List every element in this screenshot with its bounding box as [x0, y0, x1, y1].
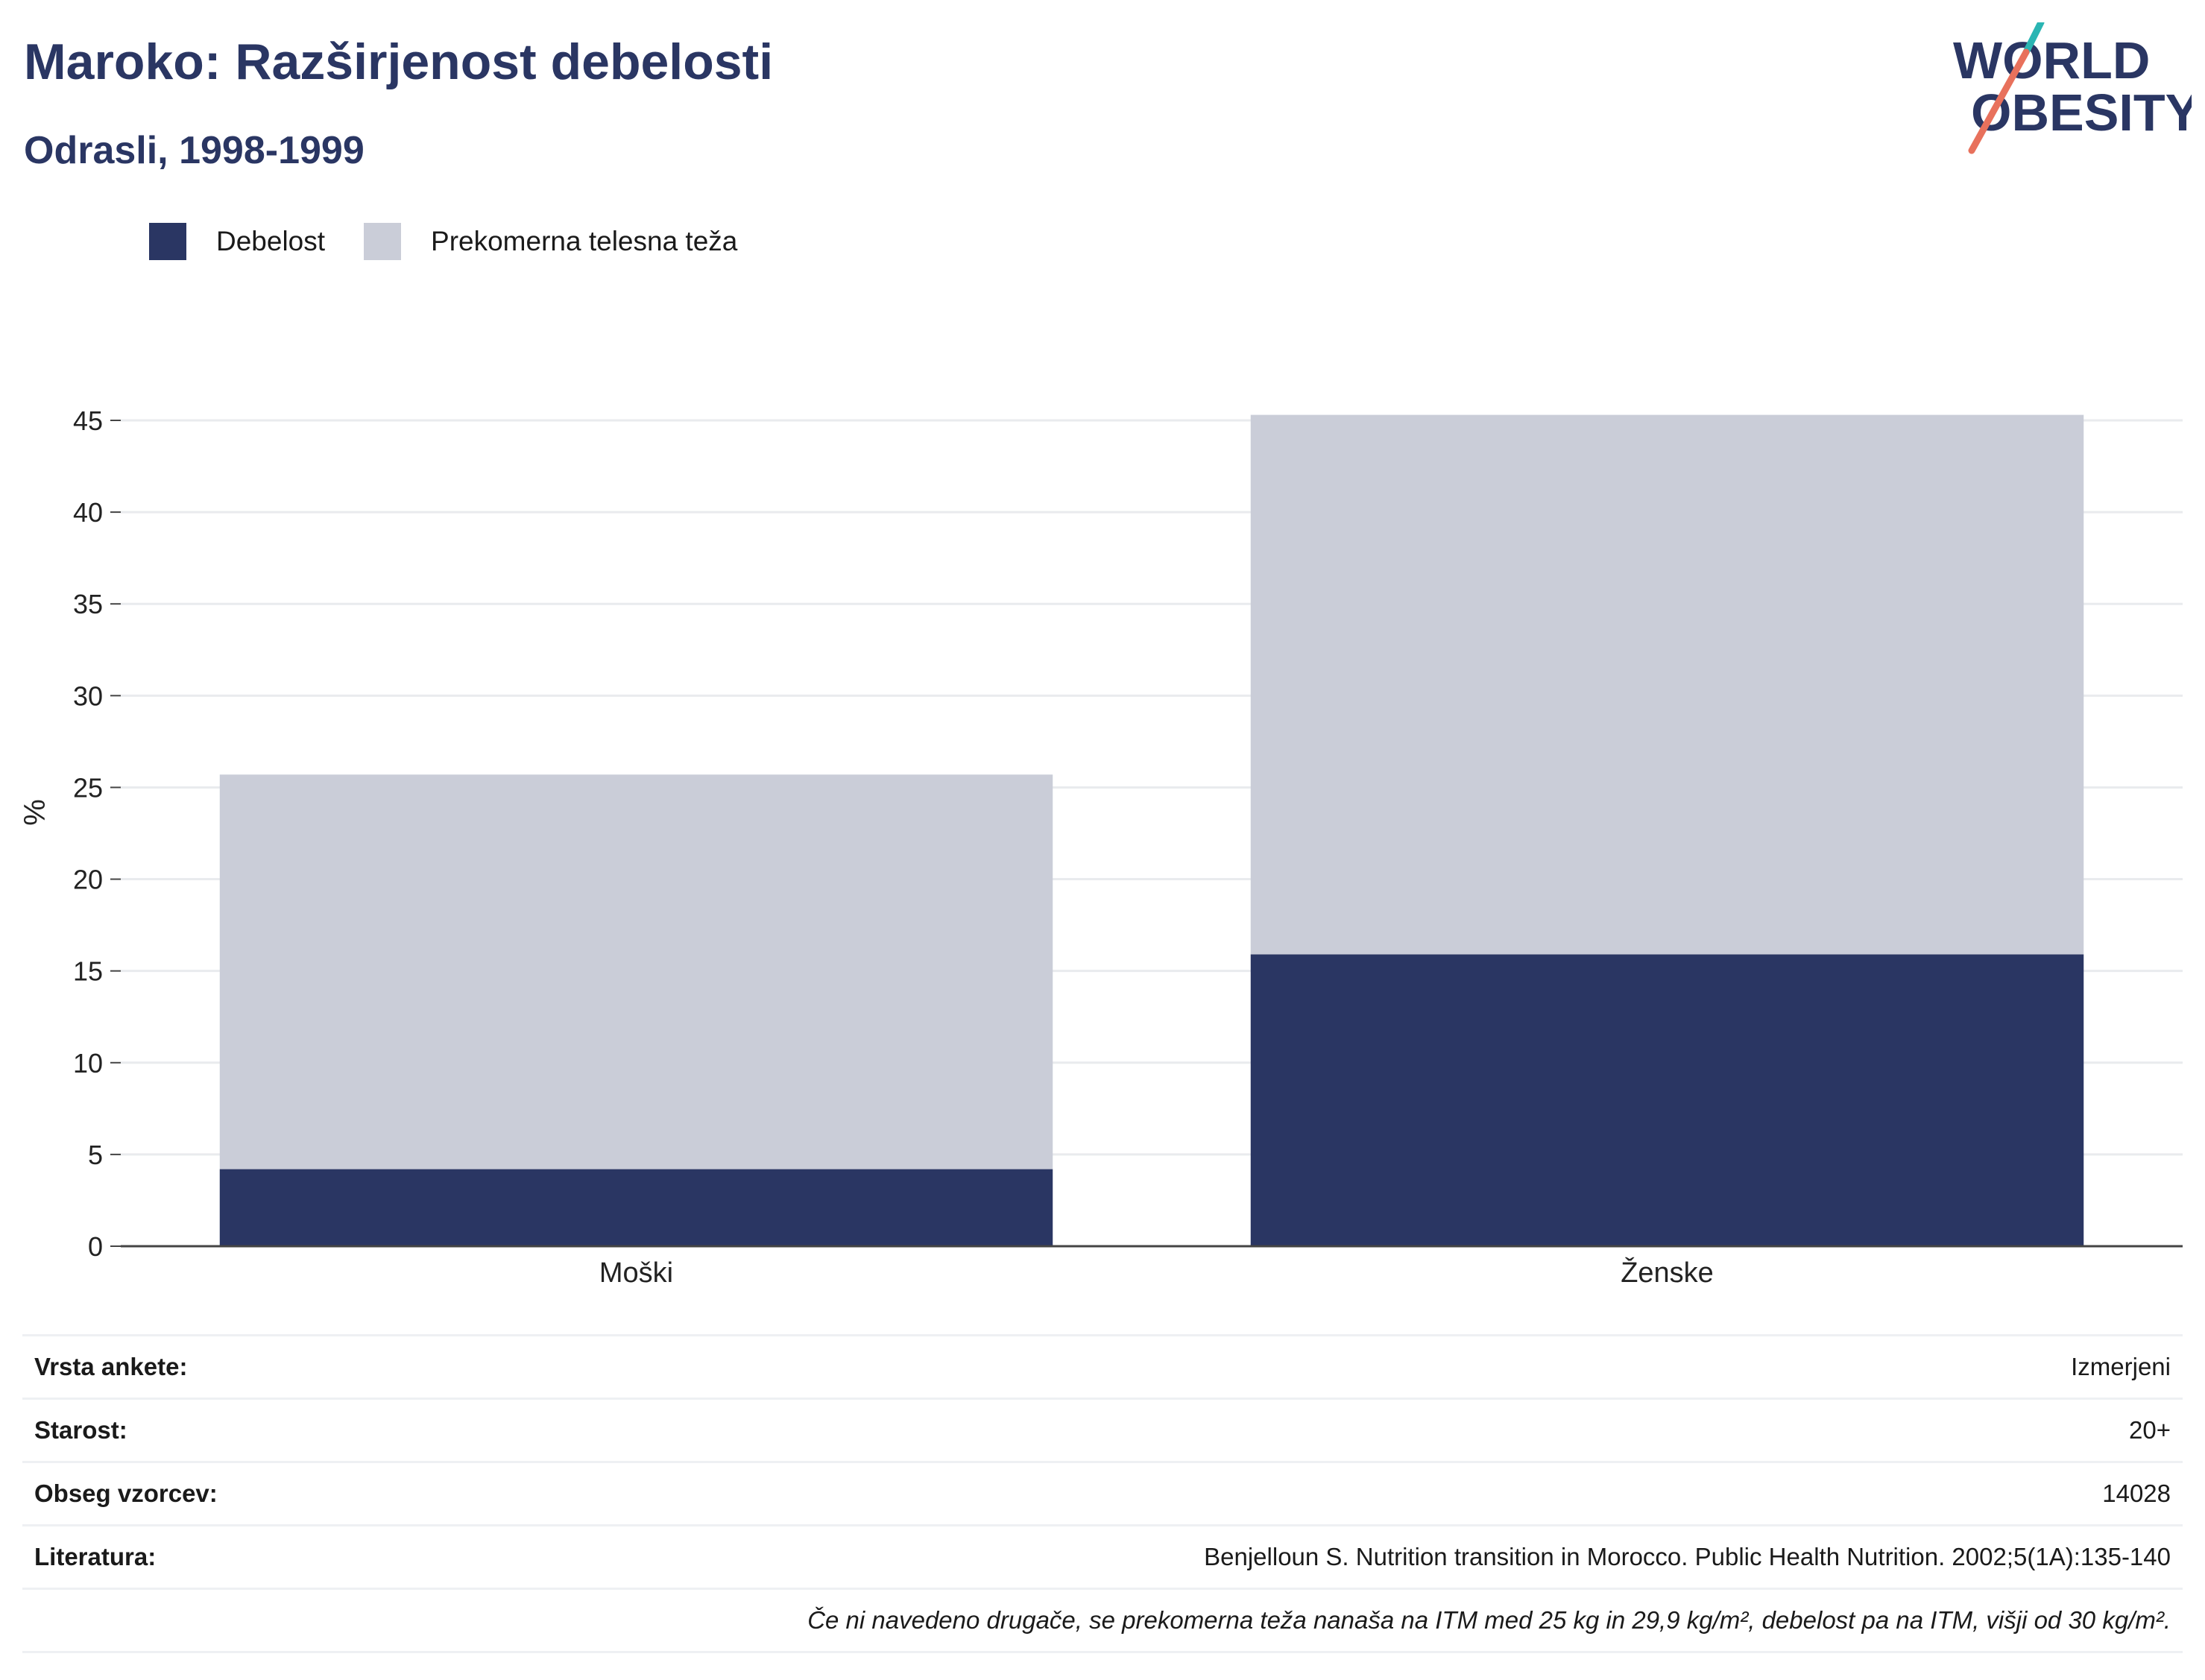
- y-tick-label: 5: [88, 1140, 103, 1170]
- info-row: Obseg vzorcev: 14028: [22, 1461, 2183, 1526]
- logo-graphic: WORLD OBESITY: [1953, 19, 2200, 154]
- info-label: Vrsta ankete:: [22, 1334, 396, 1399]
- bar-obesity-1: [1250, 954, 2084, 1246]
- legend-label-overweight: Prekomerna telesna teža: [431, 226, 738, 256]
- logo-text-line2: OBESITY: [1971, 83, 2192, 142]
- y-tick-label: 0: [88, 1231, 103, 1262]
- info-row: Literatura: Benjelloun S. Nutrition trans…: [22, 1524, 2183, 1589]
- y-tick-label: 15: [73, 956, 103, 987]
- footnote-row: Če ni navedeno drugače, se prekomerna te…: [22, 1588, 2183, 1653]
- info-row: Starost: 20+: [22, 1398, 2183, 1462]
- x-tick-label: Ženske: [1621, 1257, 1714, 1289]
- logo-text-line1: WORLD: [1953, 31, 2150, 89]
- logo-slash-coral: [1968, 48, 2030, 154]
- info-value: 14028: [396, 1461, 2183, 1526]
- y-tick-label: 25: [73, 772, 103, 803]
- info-label: Starost:: [22, 1398, 396, 1462]
- y-tick-label: 45: [73, 405, 103, 436]
- info-value: Benjelloun S. Nutrition transition in Mo…: [396, 1524, 2183, 1589]
- y-tick-label: 30: [73, 680, 103, 711]
- world-obesity-logo: WORLD OBESITY: [1938, 19, 2200, 157]
- page-subtitle: Odrasli, 1998-1999: [24, 129, 365, 172]
- survey-info-table: Vrsta ankete: Izmerjeni Starost: 20+ Obseg v…: [22, 1334, 2183, 1653]
- x-tick-label: Moški: [599, 1257, 673, 1289]
- legend-swatch-obesity: [149, 223, 186, 260]
- y-axis-label: %: [19, 799, 51, 826]
- bar-overweight-0: [219, 774, 1053, 1169]
- footnote: Če ni navedeno drugače, se prekomerna te…: [22, 1588, 2183, 1653]
- info-value: Izmerjeni: [396, 1334, 2183, 1399]
- info-label: Obseg vzorcev:: [22, 1461, 396, 1526]
- y-tick-label: 35: [73, 589, 103, 619]
- info-label: Literatura:: [22, 1524, 396, 1589]
- legend-item-overweight: Prekomerna telesna teža: [364, 223, 737, 260]
- y-tick-label: 10: [73, 1048, 103, 1079]
- bar-obesity-0: [219, 1169, 1053, 1246]
- legend-swatch-overweight: [364, 223, 402, 260]
- info-value: 20+: [396, 1398, 2183, 1462]
- info-row: Vrsta ankete: Izmerjeni: [22, 1334, 2183, 1399]
- y-tick-label: 40: [73, 497, 103, 528]
- y-tick-label: 20: [73, 865, 103, 895]
- chart-legend: Debelost Prekomerna telesna teža: [149, 221, 776, 262]
- bar-overweight-1: [1250, 414, 2084, 955]
- stacked-bar-chart: 0 5 10 15 20 25 30 35 40 45% Moški Ženske: [19, 405, 2183, 1289]
- legend-label-obesity: Debelost: [216, 226, 326, 256]
- logo-slash-teal: [2022, 19, 2045, 56]
- legend-item-obesity: Debelost: [149, 223, 325, 260]
- page-title: Maroko: Razširjenost debelosti: [24, 34, 774, 90]
